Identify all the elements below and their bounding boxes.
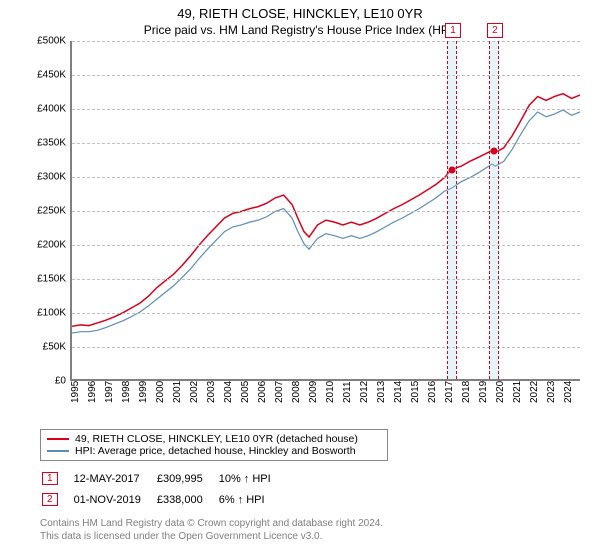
gridline: [72, 245, 580, 246]
transactions-table: 1 12-MAY-2017 £309,995 10% ↑ HPI 2 01-NO…: [40, 467, 287, 511]
tx-marker-1: 1: [42, 472, 58, 485]
legend-swatch-blue: [47, 450, 69, 452]
legend: 49, RIETH CLOSE, HINCKLEY, LE10 0YR (det…: [40, 429, 388, 461]
gridline: [72, 109, 580, 110]
chart-title: 49, RIETH CLOSE, HINCKLEY, LE10 0YR: [0, 0, 600, 21]
gridline: [72, 177, 580, 178]
tx-date: 12-MAY-2017: [74, 469, 155, 488]
marker-dot: [491, 148, 498, 155]
gridline: [72, 75, 580, 76]
legend-item-hpi: HPI: Average price, detached house, Hinc…: [47, 445, 381, 457]
tx-price: £309,995: [157, 469, 217, 488]
y-axis-tick: £250K: [22, 206, 66, 217]
tx-marker-2: 2: [42, 493, 58, 506]
tx-price: £338,000: [157, 490, 217, 509]
y-axis-tick: £450K: [22, 70, 66, 81]
table-row: 2 01-NOV-2019 £338,000 6% ↑ HPI: [42, 490, 285, 509]
chart-subtitle: Price paid vs. HM Land Registry's House …: [0, 21, 600, 41]
y-axis-tick: £0: [22, 376, 66, 387]
table-row: 1 12-MAY-2017 £309,995 10% ↑ HPI: [42, 469, 285, 488]
footer-line-2: This data is licensed under the Open Gov…: [40, 530, 600, 543]
gridline: [72, 211, 580, 212]
y-axis-tick: £300K: [22, 172, 66, 183]
y-axis-tick: £400K: [22, 104, 66, 115]
y-axis-tick: £350K: [22, 138, 66, 149]
gridline: [72, 347, 580, 348]
y-axis-tick: £200K: [22, 240, 66, 251]
legend-swatch-red: [47, 438, 69, 440]
marker-label: 2: [487, 23, 503, 38]
footer-line-1: Contains HM Land Registry data © Crown c…: [40, 517, 600, 530]
tx-delta: 10% ↑ HPI: [219, 469, 285, 488]
tx-delta: 6% ↑ HPI: [219, 490, 285, 509]
marker-band: [447, 41, 457, 379]
tx-date: 01-NOV-2019: [74, 490, 155, 509]
x-axis-tick: 2024: [563, 381, 600, 403]
legend-label-hpi: HPI: Average price, detached house, Hinc…: [75, 445, 356, 457]
gridline: [72, 143, 580, 144]
marker-dot: [449, 167, 456, 174]
marker-band: [489, 41, 499, 379]
plot-area: 12: [70, 41, 580, 381]
y-axis-tick: £50K: [22, 342, 66, 353]
chart-container: 12 £0 £50K £100K £150K £200K £250K £300K £350K £…: [20, 41, 580, 421]
y-axis-tick: £500K: [22, 36, 66, 47]
gridline: [72, 279, 580, 280]
series-line: [72, 94, 580, 327]
y-axis-tick: £150K: [22, 274, 66, 285]
legend-label-property: 49, RIETH CLOSE, HINCKLEY, LE10 0YR (det…: [75, 433, 358, 445]
y-axis-tick: £100K: [22, 308, 66, 319]
line-svg: [72, 41, 580, 379]
gridline: [72, 41, 580, 42]
footer-attribution: Contains HM Land Registry data © Crown c…: [40, 517, 600, 543]
marker-label: 1: [445, 23, 461, 38]
legend-item-property: 49, RIETH CLOSE, HINCKLEY, LE10 0YR (det…: [47, 433, 381, 445]
gridline: [72, 313, 580, 314]
